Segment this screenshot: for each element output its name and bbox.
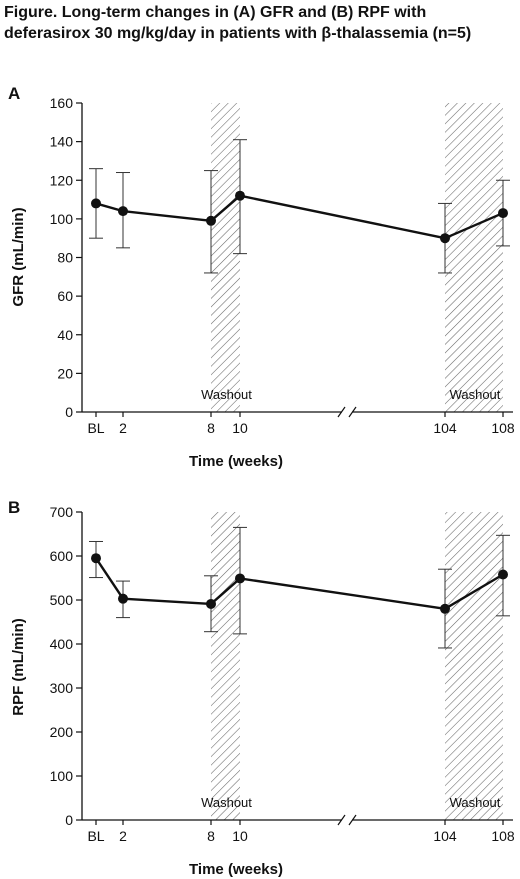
washout-region [445, 103, 503, 412]
y-tick-label: 500 [50, 592, 74, 608]
series-line [95, 194, 504, 240]
data-point [440, 603, 450, 614]
x-tick-label: BL [87, 828, 104, 844]
axis-break-mark [337, 814, 346, 826]
data-point [498, 208, 508, 219]
y-tick-label: 200 [50, 724, 74, 740]
x-tick-label: 10 [232, 828, 248, 844]
x-tick-label: 2 [119, 420, 127, 436]
y-tick-label: 140 [50, 134, 74, 150]
x-tick-label: 108 [491, 828, 515, 844]
y-tick-label: 700 [50, 504, 74, 520]
y-tick-label: 160 [50, 95, 74, 111]
axis-break-mark [337, 406, 346, 418]
x-axis-title: Time (weeks) [189, 453, 283, 470]
panel-a: A Washout Washout 0 20 40 60 80 100 120 140 160 BL… [8, 84, 515, 470]
washout-region [211, 512, 240, 820]
data-point [118, 593, 128, 604]
x-tick-label: 8 [207, 420, 215, 436]
x-axis-title: Time (weeks) [189, 861, 283, 878]
y-tick-label: 400 [50, 636, 74, 652]
axis-break-mark [348, 406, 357, 418]
washout-region [211, 103, 240, 412]
y-tick-label: 0 [65, 812, 73, 828]
x-tick-label: 108 [491, 420, 515, 436]
y-tick-label: 0 [65, 404, 73, 420]
data-point [91, 553, 101, 564]
data-point [118, 206, 128, 217]
y-tick-label: 600 [50, 548, 74, 564]
x-tick-label: BL [87, 420, 104, 436]
washout-label: Washout [201, 387, 252, 402]
y-tick-label: 100 [50, 211, 74, 227]
y-tick-label: 120 [50, 172, 74, 188]
panel-letter: B [8, 498, 20, 517]
washout-region [445, 512, 503, 820]
x-tick-label: 10 [232, 420, 248, 436]
y-tick-label: 60 [57, 288, 73, 304]
y-tick-label: 300 [50, 680, 74, 696]
series-line [95, 557, 504, 610]
washout-label: Washout [450, 795, 501, 810]
washout-label: Washout [201, 795, 252, 810]
y-axis-title: GFR (mL/min) [10, 207, 27, 306]
x-tick-label: 2 [119, 828, 127, 844]
data-point [235, 190, 245, 201]
washout-label: Washout [450, 387, 501, 402]
data-point [206, 215, 216, 226]
panel-letter: A [8, 84, 20, 103]
data-point [206, 598, 216, 609]
y-tick-label: 100 [50, 768, 74, 784]
data-point [498, 569, 508, 580]
figure-title: Figure. Long-term changes in (A) GFR and… [4, 4, 472, 42]
y-tick-label: 40 [57, 327, 73, 343]
x-tick-label: 8 [207, 828, 215, 844]
y-tick-label: 80 [57, 250, 73, 266]
x-tick-label: 104 [433, 828, 457, 844]
panel-b: B Washout Washout 0 100 200 300 400 500 600 700 B… [8, 498, 515, 878]
data-point [235, 573, 245, 584]
x-tick-label: 104 [433, 420, 457, 436]
data-point [91, 198, 101, 209]
axis-break-mark [348, 814, 357, 826]
y-tick-label: 20 [57, 365, 73, 381]
y-axis-title: RPF (mL/min) [10, 618, 27, 716]
data-point [440, 233, 450, 244]
